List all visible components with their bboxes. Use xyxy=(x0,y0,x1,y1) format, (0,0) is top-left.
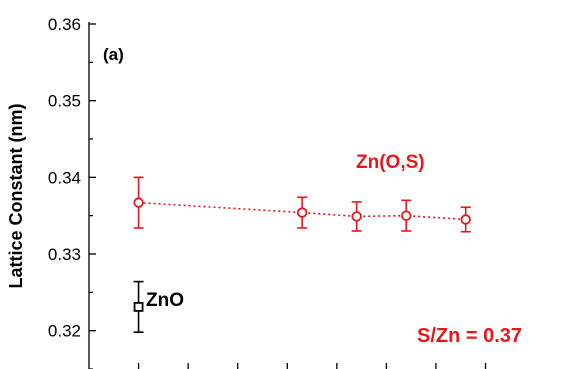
panel-label: (a) xyxy=(103,45,124,64)
series-zno xyxy=(133,280,144,334)
y-tick-label: 0.34 xyxy=(48,168,81,187)
series-zn-o-s xyxy=(133,176,471,233)
y-tick-label: 0.33 xyxy=(48,245,81,264)
y-tick-label: 0.35 xyxy=(48,92,81,111)
data-point xyxy=(401,210,412,221)
data-point xyxy=(296,207,308,218)
series-layer xyxy=(133,176,471,334)
s-zn-ratio-annotation: S/Zn = 0.37 xyxy=(417,325,522,347)
data-point xyxy=(133,301,144,312)
y-ticks: 0.32 0.33 0.34 0.35 0.36 xyxy=(48,15,96,369)
data-point xyxy=(133,197,144,208)
y-axis-label: Lattice Constant (nm) xyxy=(6,103,26,288)
y-tick-label: 0.36 xyxy=(48,15,81,34)
y-tick-label: 0.32 xyxy=(48,322,81,341)
series-label-zn-o-s: Zn(O,S) xyxy=(356,152,425,173)
series-label-zno: ZnO xyxy=(146,290,184,311)
data-point xyxy=(460,214,471,225)
data-point xyxy=(351,211,362,222)
x-ticks xyxy=(137,363,487,369)
